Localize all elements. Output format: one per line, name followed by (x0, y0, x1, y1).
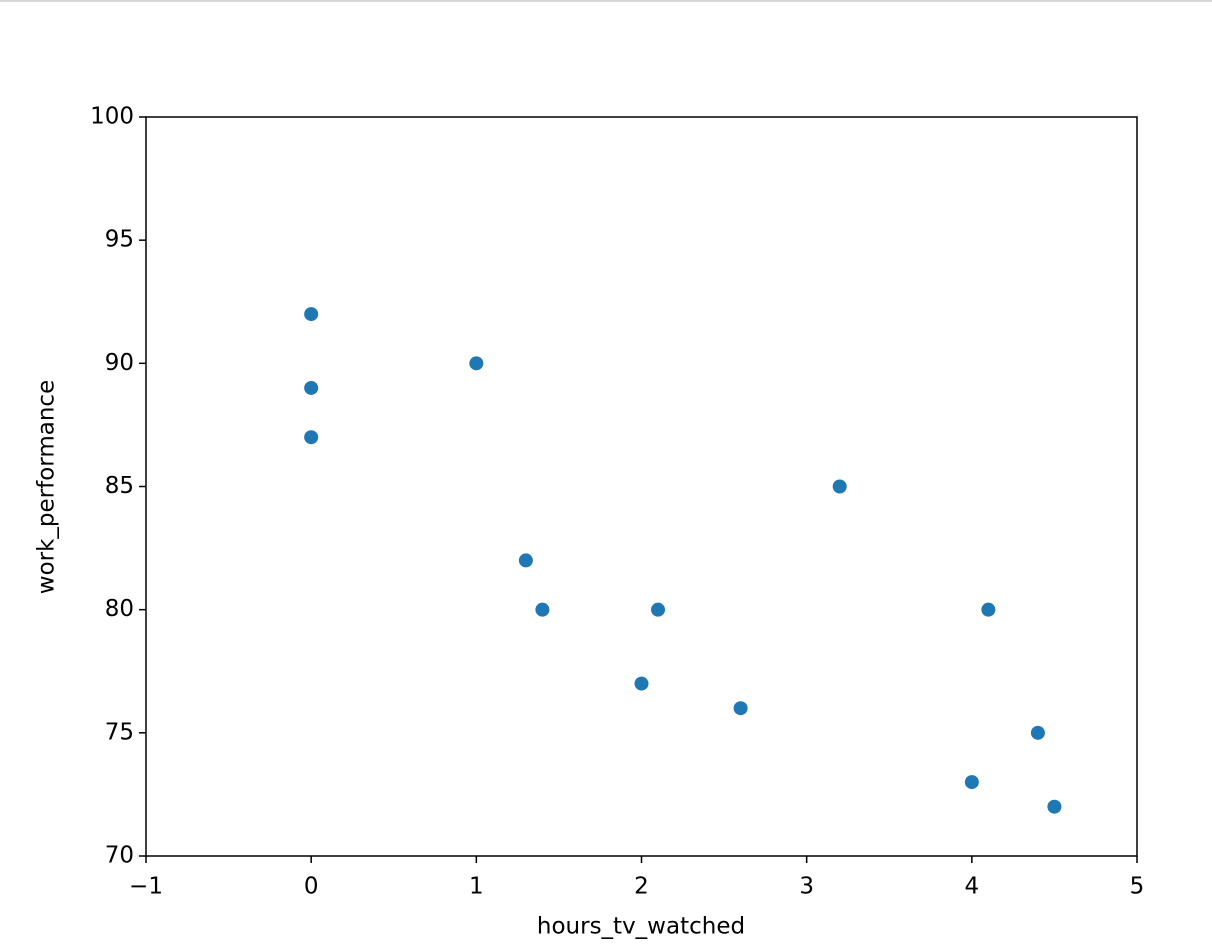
point (304, 380, 319, 395)
y-axis-label: work_performance (34, 380, 60, 594)
point (1047, 799, 1062, 814)
point (733, 701, 748, 716)
x-tick-label: 1 (469, 874, 484, 900)
x-tick-label: 3 (799, 874, 814, 900)
y-tick-label: 100 (90, 104, 134, 130)
point (832, 479, 847, 494)
y-tick-label: 70 (105, 843, 134, 869)
point (981, 602, 996, 617)
y-tick-label: 75 (105, 719, 134, 745)
plot-frame (145, 116, 1138, 857)
point (535, 602, 550, 617)
point (634, 676, 649, 691)
y-tick-label: 90 (105, 350, 134, 376)
x-tick-label: −1 (129, 874, 163, 900)
x-tick-label: 0 (304, 874, 319, 900)
point (651, 602, 666, 617)
y-tick-label: 80 (105, 596, 134, 622)
point (469, 356, 484, 371)
point (304, 430, 319, 445)
point (304, 307, 319, 322)
x-tick-label: 4 (965, 874, 980, 900)
point (1030, 725, 1045, 740)
point (518, 553, 533, 568)
point (964, 775, 979, 790)
x-tick-label: 5 (1130, 874, 1145, 900)
y-tick-label: 95 (105, 227, 134, 253)
x-tick-label: 2 (634, 874, 649, 900)
y-tick-label: 85 (105, 473, 134, 499)
x-axis-label: hours_tv_watched (537, 914, 745, 940)
